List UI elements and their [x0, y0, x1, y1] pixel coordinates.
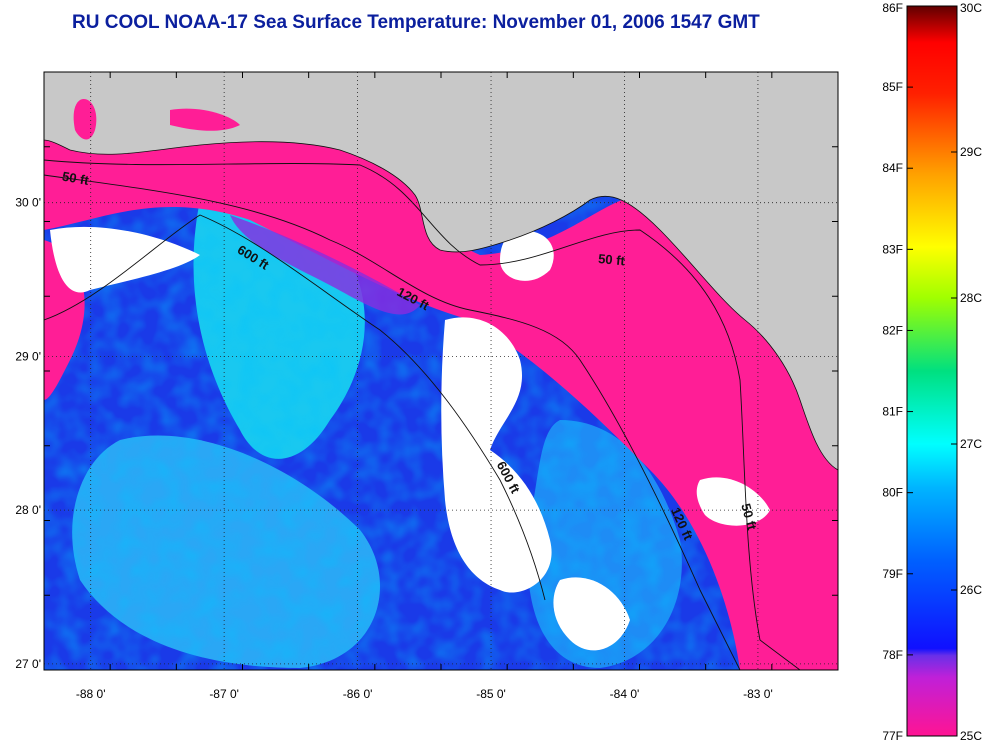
- warm-shelf-north: [44, 138, 838, 670]
- lat-tick-label: 27 0': [15, 657, 41, 671]
- map-title: RU COOL NOAA-17 Sea Surface Temperature:…: [72, 12, 760, 33]
- colorbar-f-label: 82F: [882, 323, 903, 337]
- colorbar-ticks: 86F 85F 84F 83F 82F 81F 80F 79F 78F 77F 30C 29C 28C 2…: [882, 1, 982, 743]
- colorbar-f-label: 86F: [882, 1, 903, 15]
- axis-labels: -88 0' -87 0' -86 0' -85 0' -84 0' -83 0' 27 0…: [15, 196, 772, 701]
- cloud-patch-west: [50, 226, 200, 293]
- colorbar-c-label: 25C: [960, 729, 982, 743]
- lon-tick-label: -85 0': [476, 687, 506, 701]
- contour-label: 50 ft: [61, 169, 91, 189]
- colorbar-c-label: 27C: [960, 437, 982, 451]
- lat-tick-label: 28 0': [15, 503, 41, 517]
- colorbar-f-label: 80F: [882, 486, 903, 500]
- colorbar-f-label: 81F: [882, 405, 903, 419]
- cloud-patch-south: [553, 577, 630, 651]
- lon-tick-label: -88 0': [76, 687, 106, 701]
- cloud-patch-central: [441, 317, 552, 593]
- colorbar-f-label: 85F: [882, 80, 903, 94]
- colorbar-c-label: 29C: [960, 145, 982, 159]
- colorbar-c-label: 26C: [960, 583, 982, 597]
- lon-tick-label: -83 0': [743, 687, 773, 701]
- map-frame: [43, 71, 839, 671]
- lon-tick-label: -87 0': [209, 687, 239, 701]
- magenta-transition: [230, 215, 420, 315]
- land-bay-pink-2: [170, 108, 240, 131]
- lon-tick-label: -84 0': [610, 687, 640, 701]
- contour-label: 50 ft: [598, 251, 627, 268]
- lat-tick-label: 30 0': [15, 196, 41, 210]
- colorbar-f-label: 79F: [882, 567, 903, 581]
- colorbar-gradient: [906, 5, 958, 737]
- colorbar-f-label: 77F: [882, 729, 903, 743]
- colorbar-c-label: 30C: [960, 1, 982, 15]
- land-bay-pink: [73, 99, 97, 140]
- cloud-patch-ne: [696, 477, 770, 526]
- colorbar: 86F 85F 84F 83F 82F 81F 80F 79F 78F 77F 30C 29C 28C 2…: [882, 1, 982, 743]
- cloud-patch-east: [500, 230, 554, 281]
- colorbar-c-label: 28C: [960, 291, 982, 305]
- colorbar-f-label: 78F: [882, 648, 903, 662]
- lat-tick-label: 29 0': [15, 349, 41, 363]
- land-mass: [44, 72, 838, 471]
- colorbar-f-label: 83F: [882, 242, 903, 256]
- contour-label: 50 ft: [738, 502, 760, 532]
- contour-600ft: [44, 214, 546, 601]
- colorbar-f-label: 84F: [882, 161, 903, 175]
- contour-120ft: [44, 174, 741, 670]
- lon-tick-label: -86 0': [343, 687, 373, 701]
- contour-50ft: [44, 159, 801, 670]
